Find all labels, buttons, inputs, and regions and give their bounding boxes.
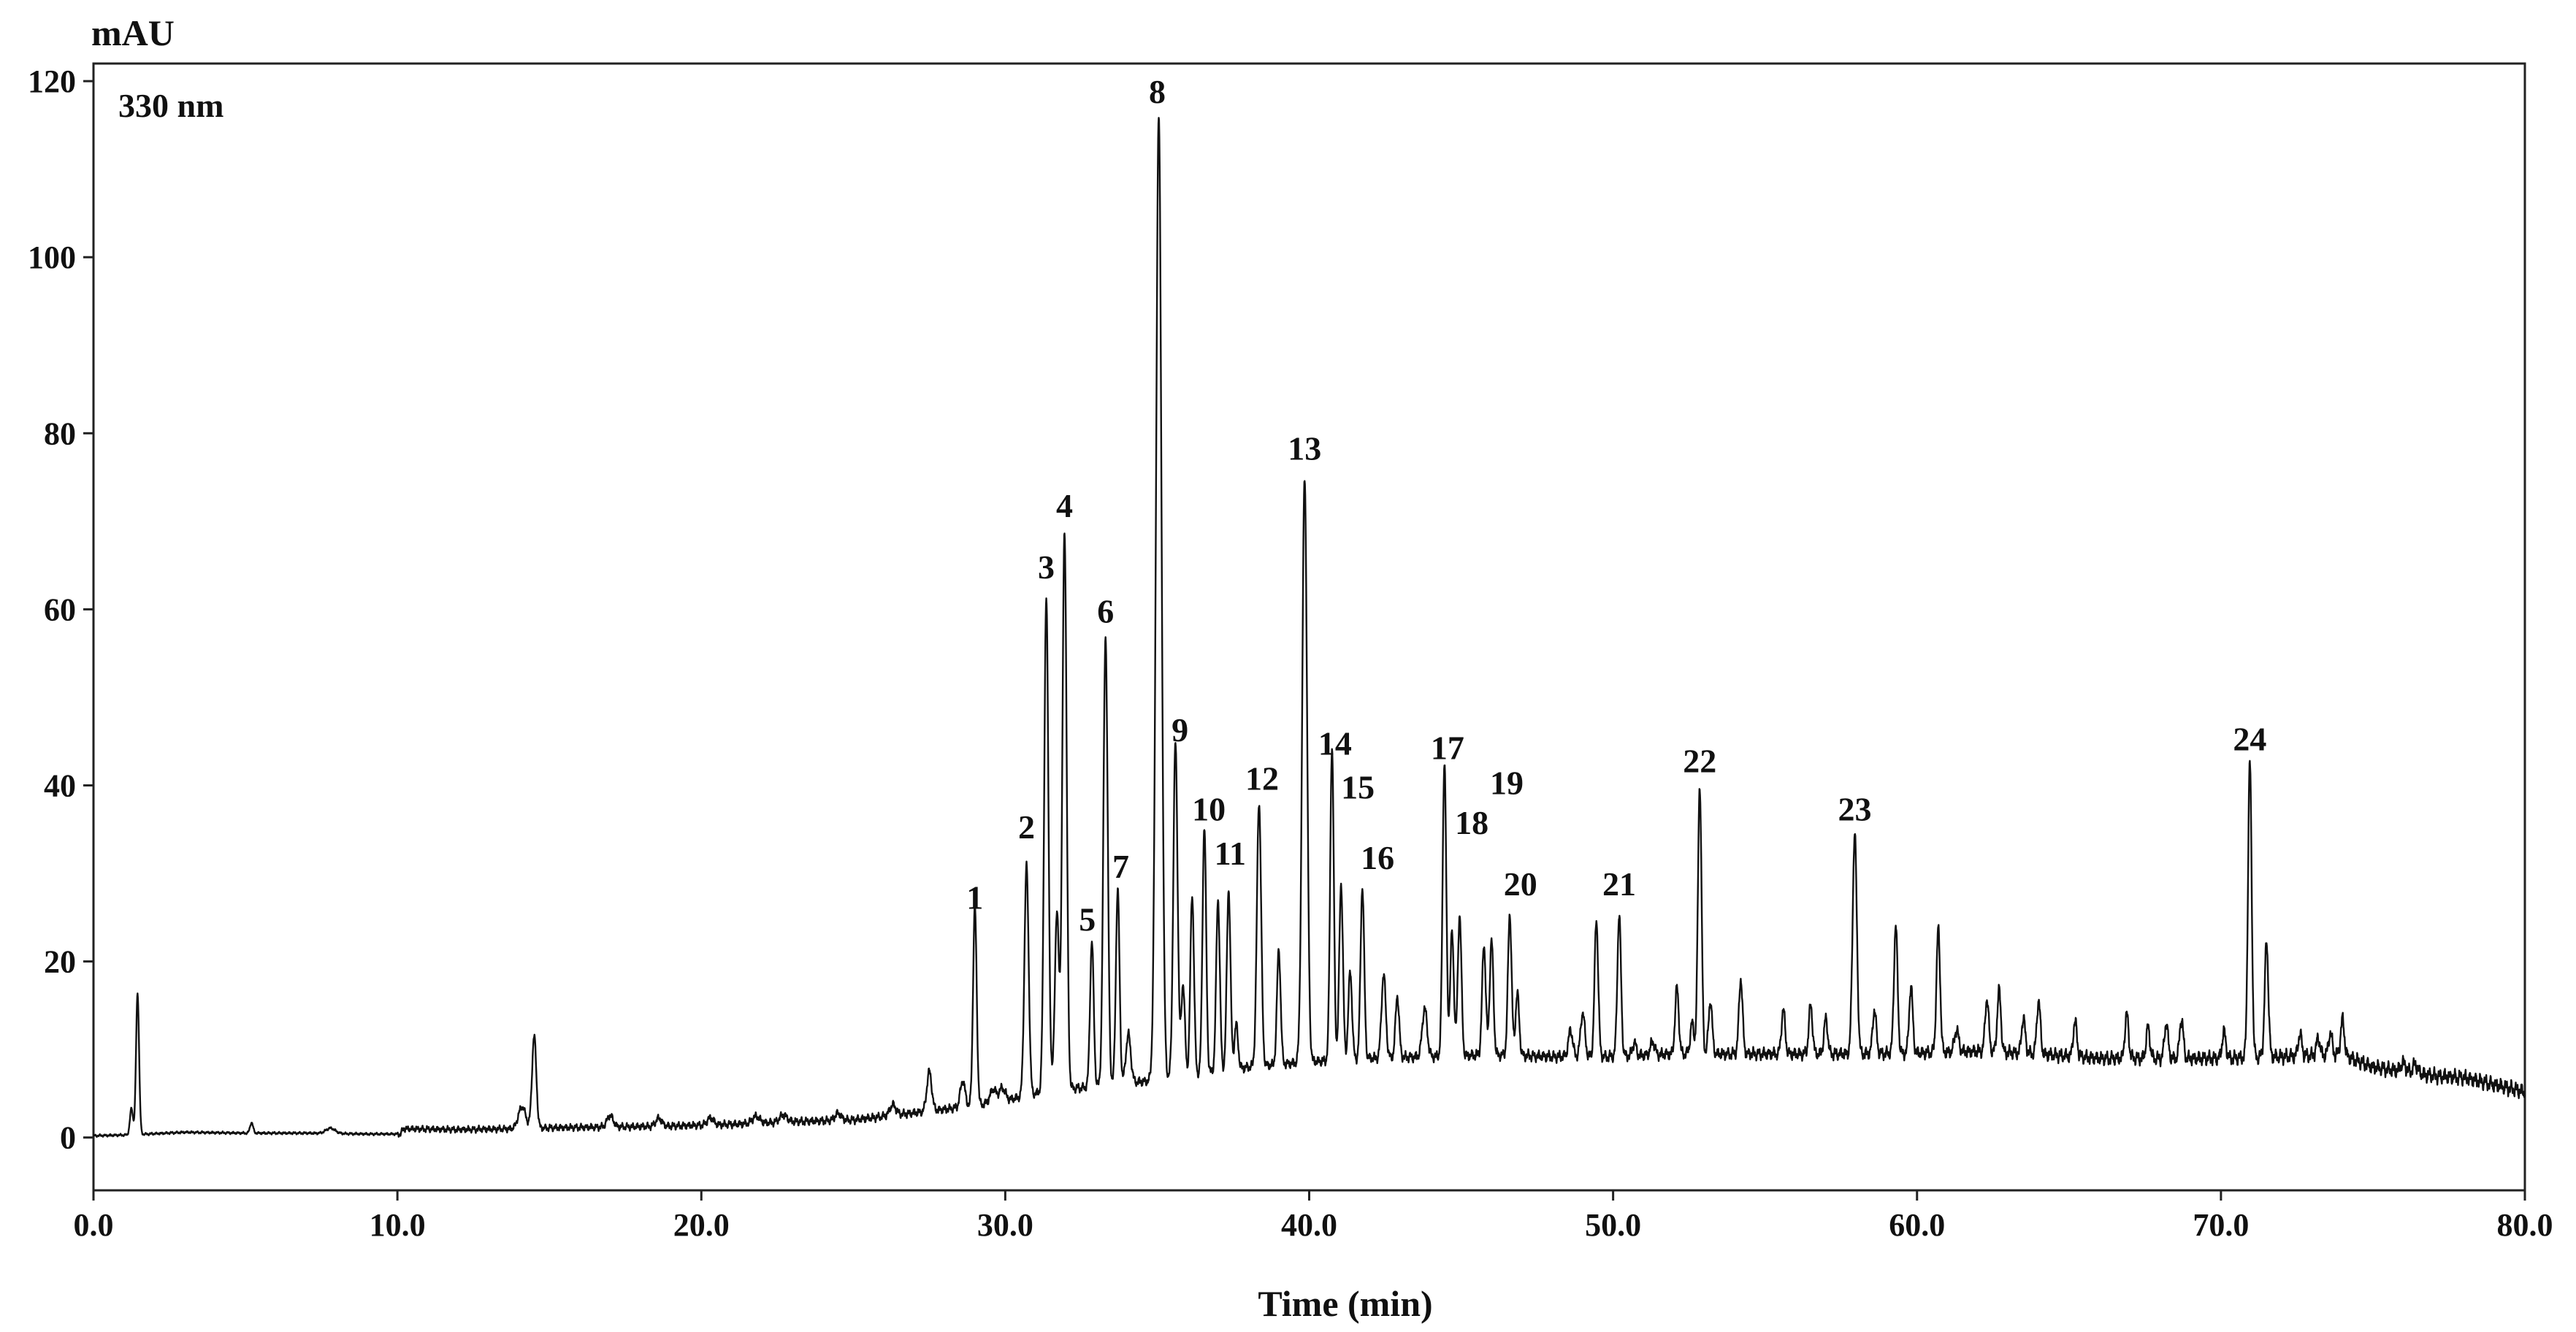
peak-label-13: 13	[1288, 429, 1321, 467]
y-tick-label: 60	[44, 592, 76, 627]
y-tick-label: 40	[44, 768, 76, 803]
peak-label-18: 18	[1455, 804, 1488, 841]
peak-label-21: 21	[1602, 865, 1636, 903]
peak-label-14: 14	[1318, 724, 1352, 762]
trace-layer	[93, 117, 2526, 1138]
x-tick-label: 40.0	[1281, 1207, 1337, 1243]
x-tick-label: 80.0	[2497, 1207, 2553, 1243]
axes: 0.0 10.0 20.0 30.0 40.0 50.0 60.0 70.0 80.0 0 20 40…	[28, 62, 2553, 1243]
peak-label-23: 23	[1838, 791, 1871, 828]
wavelength-label: 330 nm	[118, 87, 223, 124]
y-tick-label: 120	[28, 64, 76, 99]
x-tick-label: 0.0	[74, 1207, 114, 1243]
peak-label-3: 3	[1038, 548, 1055, 586]
peak-label-17: 17	[1431, 729, 1464, 766]
peak-label-7: 7	[1112, 848, 1129, 885]
y-tick-label: 80	[44, 416, 76, 451]
x-tick-label: 60.0	[1889, 1207, 1945, 1243]
y-tick-label: 100	[28, 240, 76, 275]
x-tick-label: 10.0	[370, 1207, 426, 1243]
y-tick-label: 20	[44, 944, 76, 980]
peak-label-2: 2	[1018, 808, 1035, 846]
x-tick-label: 70.0	[2193, 1207, 2249, 1243]
x-tick-label: 50.0	[1585, 1207, 1641, 1243]
peak-label-20: 20	[1504, 865, 1537, 903]
x-tick-label: 30.0	[977, 1207, 1033, 1243]
peak-label-10: 10	[1192, 791, 1226, 828]
peak-label-22: 22	[1683, 742, 1716, 779]
chromatogram-trace	[93, 117, 2526, 1138]
peak-label-15: 15	[1341, 769, 1375, 806]
peak-label-9: 9	[1172, 711, 1188, 749]
peak-label-4: 4	[1056, 487, 1073, 524]
x-tick-label: 20.0	[673, 1207, 730, 1243]
peak-label-1: 1	[966, 879, 983, 916]
peak-label-5: 5	[1079, 900, 1096, 938]
peak-label-24: 24	[2233, 720, 2266, 757]
y-axis-title: mAU	[91, 12, 175, 53]
peak-label-16: 16	[1361, 839, 1394, 876]
peak-label-6: 6	[1097, 592, 1114, 629]
y-tick-label: 0	[60, 1120, 76, 1156]
peak-label-12: 12	[1245, 760, 1279, 797]
x-axis-title: Time (min)	[1258, 1283, 1432, 1324]
peak-label-8: 8	[1149, 73, 1166, 110]
peak-label-19: 19	[1490, 765, 1524, 802]
peak-label-11: 11	[1215, 835, 1246, 872]
